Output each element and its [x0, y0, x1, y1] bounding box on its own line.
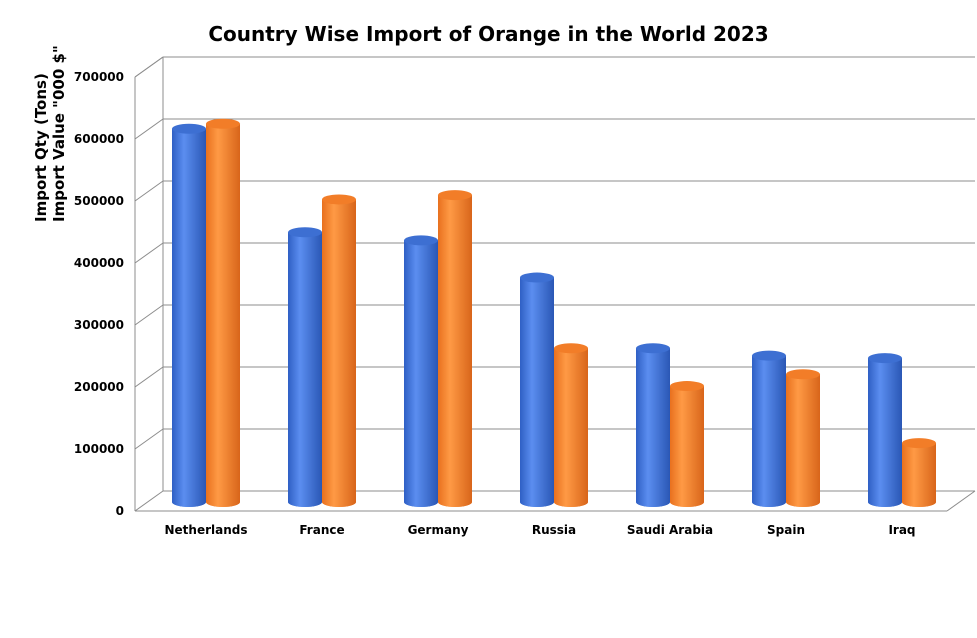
- category-label: France: [299, 523, 344, 537]
- bar: [786, 369, 820, 507]
- bar: [868, 353, 902, 507]
- bar: [636, 343, 670, 507]
- y-tick-label: 700000: [74, 70, 124, 84]
- grid-line-diagonal: [134, 304, 164, 326]
- y-tick-label: 600000: [74, 132, 124, 146]
- grid-line-diagonal: [134, 366, 164, 388]
- bar: [902, 438, 936, 507]
- grid-line-diagonal: [134, 428, 164, 450]
- y-tick-labels: 0 100000 200000 300000 400000 500000 600000 700…: [74, 70, 124, 518]
- plot-frame: [134, 56, 976, 512]
- bar: [404, 235, 438, 507]
- bar: [554, 343, 588, 507]
- chart-title: Country Wise Import of Orange in the Wor…: [208, 22, 769, 46]
- bars: [172, 118, 936, 507]
- grid-line-diagonal: [134, 118, 164, 140]
- y-tick-label: 100000: [74, 442, 124, 456]
- bar: [438, 190, 472, 507]
- category-label: Russia: [532, 523, 576, 537]
- bar: [288, 227, 322, 507]
- bar: [670, 381, 704, 507]
- category-label: Germany: [408, 523, 469, 537]
- bar: [752, 350, 786, 507]
- category-label: Saudi Arabia: [627, 523, 713, 537]
- floor-right-edge: [946, 490, 976, 512]
- grid-line-diagonal: [134, 242, 164, 264]
- bar: [520, 272, 554, 507]
- bar: [172, 123, 206, 507]
- y-tick-label: 200000: [74, 380, 124, 394]
- bar: [322, 194, 356, 507]
- y-tick-label: 0: [116, 504, 124, 518]
- category-label: Spain: [767, 523, 805, 537]
- category-label: Netherlands: [164, 523, 247, 537]
- y-tick-label: 400000: [74, 256, 124, 270]
- category-labels: Netherlands France Germany Russia Saudi Arab…: [164, 523, 915, 537]
- grid-line-diagonal: [134, 490, 164, 512]
- grid-line-diagonal: [134, 180, 164, 202]
- y-tick-label: 300000: [74, 318, 124, 332]
- y-tick-label: 500000: [74, 194, 124, 208]
- category-label: Iraq: [888, 523, 915, 537]
- bar: [206, 118, 240, 507]
- grid-line-diagonal: [134, 56, 164, 78]
